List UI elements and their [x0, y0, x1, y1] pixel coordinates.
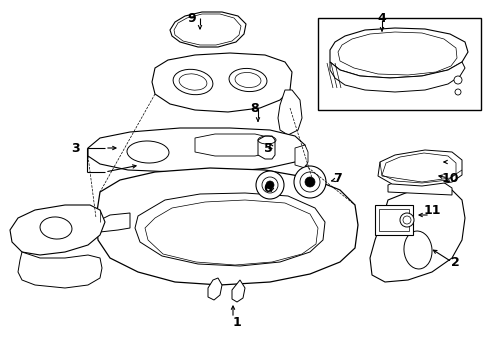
Circle shape [299, 172, 319, 192]
Polygon shape [207, 278, 222, 300]
Circle shape [256, 171, 284, 199]
Text: 7: 7 [333, 171, 342, 184]
Circle shape [305, 177, 314, 187]
Text: 3: 3 [71, 141, 79, 154]
Bar [378, 209, 408, 231]
Polygon shape [329, 62, 464, 92]
Text: 8: 8 [250, 102, 259, 114]
Polygon shape [100, 213, 130, 232]
Circle shape [262, 177, 278, 193]
Text: 4: 4 [377, 12, 386, 24]
Text: 2: 2 [450, 256, 458, 269]
Polygon shape [88, 128, 305, 172]
Polygon shape [387, 178, 451, 195]
Polygon shape [96, 168, 357, 285]
Text: 10: 10 [440, 171, 458, 184]
Text: 11: 11 [423, 203, 440, 216]
Circle shape [293, 166, 325, 198]
Bar [317, 18, 480, 110]
Polygon shape [152, 53, 291, 112]
Polygon shape [135, 193, 325, 266]
Polygon shape [294, 145, 307, 168]
Circle shape [453, 76, 461, 84]
Polygon shape [377, 150, 461, 186]
Polygon shape [258, 136, 274, 159]
Circle shape [399, 213, 413, 227]
Text: 9: 9 [187, 12, 196, 24]
Polygon shape [278, 90, 302, 135]
Bar [374, 205, 412, 235]
Text: 1: 1 [232, 315, 241, 328]
Polygon shape [170, 12, 245, 47]
Polygon shape [18, 252, 102, 288]
Polygon shape [231, 280, 244, 302]
Circle shape [454, 89, 460, 95]
Polygon shape [369, 188, 464, 282]
Polygon shape [10, 205, 105, 255]
Circle shape [265, 181, 273, 189]
Circle shape [402, 216, 410, 224]
Text: 5: 5 [263, 141, 272, 154]
Polygon shape [329, 28, 467, 78]
Text: 6: 6 [263, 181, 272, 194]
